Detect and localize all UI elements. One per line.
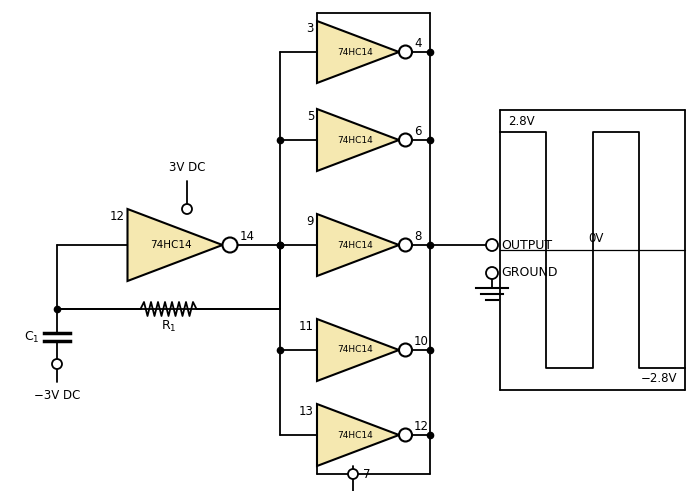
Circle shape	[399, 134, 412, 146]
Text: R$_1$: R$_1$	[161, 319, 176, 334]
Text: 12: 12	[414, 420, 429, 433]
Circle shape	[222, 238, 238, 252]
Text: GROUND: GROUND	[501, 267, 558, 279]
Text: 74HC14: 74HC14	[337, 241, 373, 249]
Circle shape	[486, 239, 498, 251]
Text: 0V: 0V	[589, 232, 604, 245]
Circle shape	[52, 359, 62, 369]
Text: 12: 12	[110, 210, 124, 223]
Circle shape	[399, 239, 412, 251]
Circle shape	[486, 267, 498, 279]
Text: −3V DC: −3V DC	[34, 389, 80, 402]
Text: 74HC14: 74HC14	[337, 48, 373, 56]
Text: 3: 3	[307, 22, 314, 35]
Text: 5: 5	[307, 110, 314, 123]
Text: −2.8V: −2.8V	[640, 372, 677, 385]
Circle shape	[399, 344, 412, 356]
Polygon shape	[317, 109, 399, 171]
Text: 74HC14: 74HC14	[337, 136, 373, 144]
Circle shape	[399, 429, 412, 441]
Polygon shape	[317, 319, 399, 381]
Text: C$_1$: C$_1$	[24, 329, 40, 345]
Text: 4: 4	[414, 37, 421, 50]
Text: 74HC14: 74HC14	[337, 431, 373, 439]
Text: 13: 13	[299, 405, 314, 418]
Text: 6: 6	[414, 125, 421, 138]
Text: 11: 11	[299, 320, 314, 333]
Text: 10: 10	[414, 335, 429, 348]
Text: 8: 8	[414, 230, 421, 243]
Polygon shape	[127, 209, 222, 281]
Circle shape	[348, 469, 358, 479]
Text: 3V DC: 3V DC	[168, 161, 206, 174]
Text: OUTPUT: OUTPUT	[501, 239, 552, 251]
Text: 14: 14	[240, 230, 254, 243]
Polygon shape	[317, 404, 399, 466]
Text: 74HC14: 74HC14	[337, 346, 373, 355]
Text: 9: 9	[306, 215, 314, 228]
Circle shape	[182, 204, 192, 214]
Text: 74HC14: 74HC14	[150, 240, 192, 250]
Text: 2.8V: 2.8V	[508, 115, 535, 128]
Text: 7: 7	[363, 467, 370, 481]
Polygon shape	[317, 21, 399, 83]
Circle shape	[399, 46, 412, 58]
Polygon shape	[317, 214, 399, 276]
